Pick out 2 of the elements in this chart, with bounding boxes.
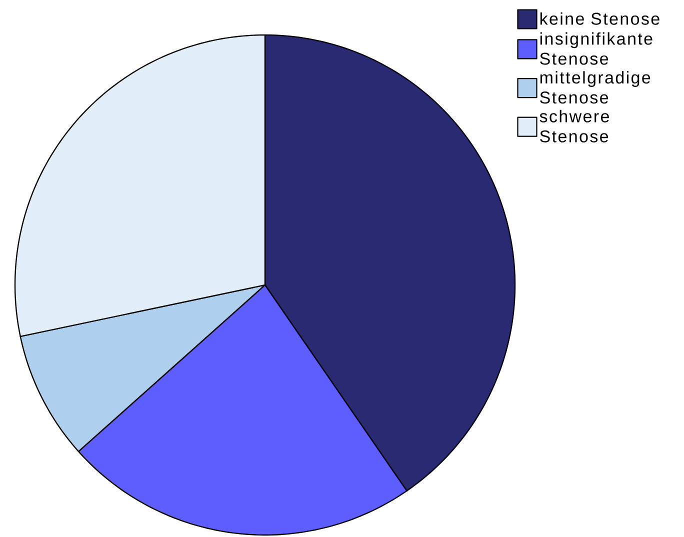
legend-label: keine Stenose: [540, 12, 660, 25]
legend-label: schwere Stenose: [540, 110, 609, 142]
